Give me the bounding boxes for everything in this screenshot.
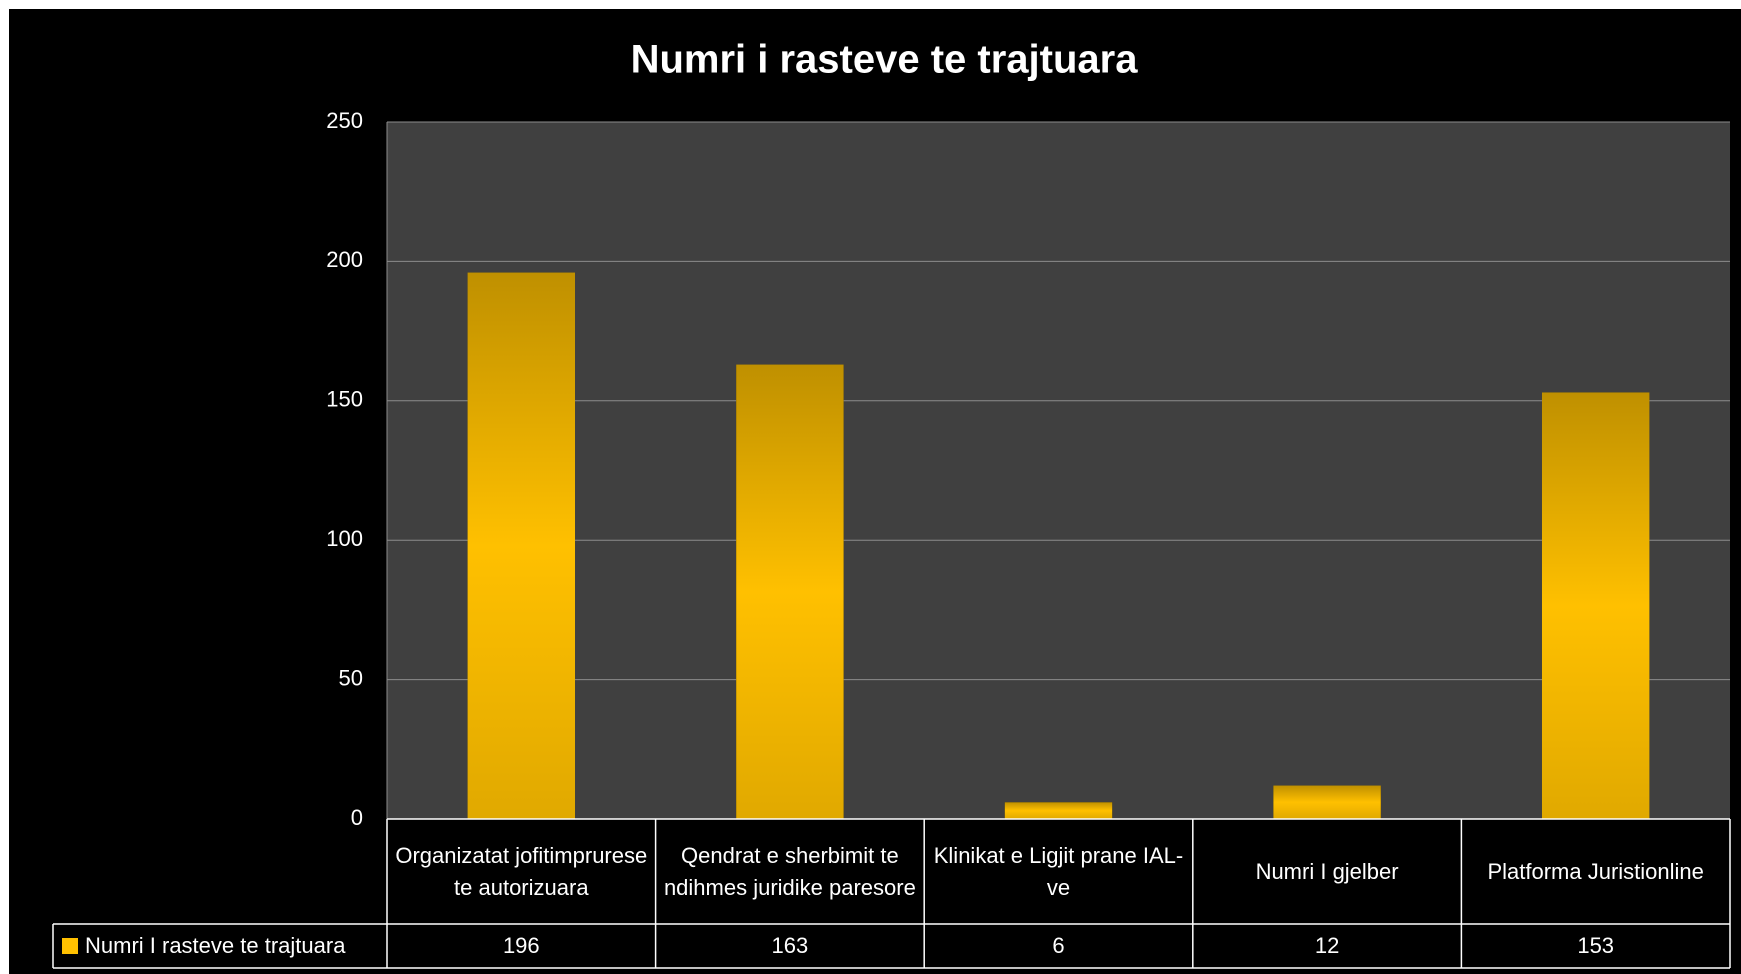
legend-label: Numri I rasteve te trajtuara — [85, 933, 346, 959]
bar — [1541, 392, 1650, 819]
y-tick-label: 150 — [326, 387, 363, 412]
category-label: Platforma Juristionline — [1487, 858, 1704, 884]
value-label: 6 — [1052, 933, 1065, 959]
bar — [467, 272, 576, 819]
y-tick-label: 50 — [339, 665, 363, 690]
plot-area — [387, 122, 1730, 819]
bar — [1273, 785, 1381, 819]
bar — [736, 364, 844, 819]
legend-swatch — [62, 938, 78, 954]
value-label: 153 — [1577, 933, 1615, 959]
y-tick-label: 100 — [326, 526, 363, 551]
y-tick-label: 0 — [351, 805, 363, 830]
chart-title: Numri i rasteve te trajtuara — [631, 38, 1139, 82]
category-label: Qendrat e sherbimit te ndihmes juridike … — [663, 842, 916, 900]
value-label: 12 — [1314, 933, 1340, 959]
y-tick-label: 200 — [326, 247, 363, 272]
value-label: 196 — [502, 933, 540, 959]
bar — [1004, 802, 1113, 819]
category-label: Klinikat e Ligjit prane IAL-ve — [933, 842, 1184, 900]
y-tick-label: 250 — [326, 108, 363, 133]
category-label: Organizatat jofitimprurese te autorizuar… — [395, 842, 648, 900]
value-label: 163 — [771, 933, 809, 959]
category-label: Numri I gjelber — [1255, 858, 1399, 884]
